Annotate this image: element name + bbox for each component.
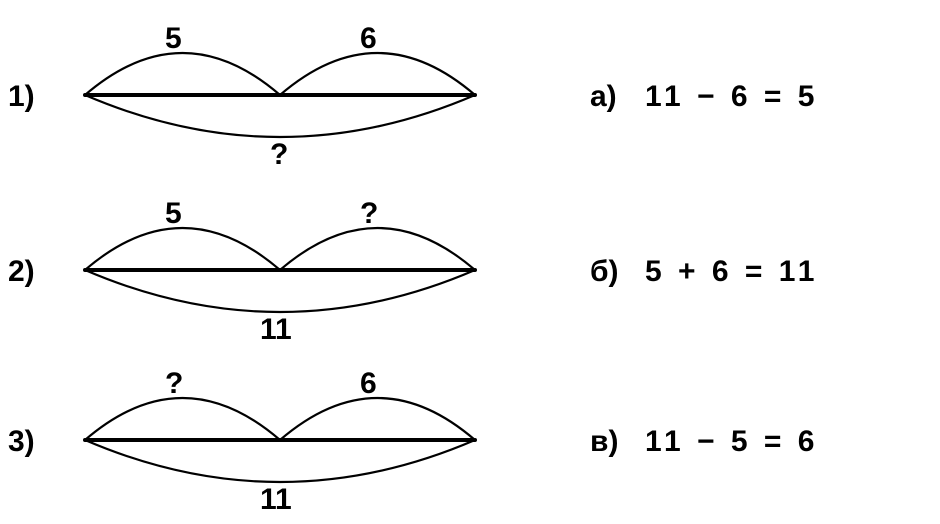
row-index-3: 3): [8, 425, 35, 459]
bottom-label-1: ?: [270, 138, 288, 172]
row-index-1: 1): [8, 80, 35, 114]
top-right-label-1: 6: [360, 22, 377, 56]
top-left-label-2: 5: [165, 197, 182, 231]
top-left-label-3: ?: [165, 367, 183, 401]
equation-text-2: 5 + 6 = 11: [645, 255, 818, 289]
bottom-label-3: 11: [260, 483, 292, 517]
top-right-label-2: ?: [360, 197, 378, 231]
equation-text-3: 11 − 5 = 6: [645, 425, 818, 459]
equation-text-1: 11 − 6 = 5: [645, 80, 818, 114]
top-left-label-1: 5: [165, 22, 182, 56]
equation-label-1: а): [590, 80, 617, 114]
row-index-2: 2): [8, 255, 35, 289]
equation-label-3: в): [590, 425, 618, 459]
top-right-label-3: 6: [360, 367, 377, 401]
bottom-label-2: 11: [260, 313, 292, 347]
equation-label-2: б): [590, 255, 619, 289]
